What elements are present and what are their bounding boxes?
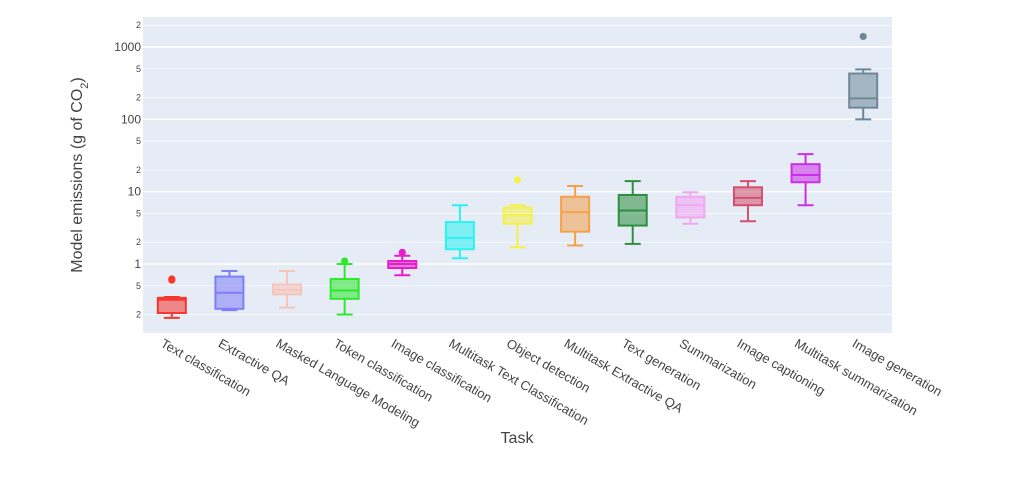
box-summarization <box>675 191 706 225</box>
y-minor-tick-label: 5 <box>136 136 141 146</box>
y-tick-label: 1000 <box>114 40 141 54</box>
y-axis-ticks: 1000 100 10 1 2 5 2 5 2 5 2 5 2 <box>114 20 141 319</box>
box-text-generation <box>617 180 648 245</box>
y-minor-tick-label: 5 <box>136 281 141 291</box>
y-axis-title-subscript: 2 <box>79 83 91 89</box>
y-tick-label: 1 <box>134 257 141 271</box>
y-minor-tick-label: 2 <box>136 237 141 247</box>
outlier-point <box>168 275 176 283</box>
y-minor-tick-label: 5 <box>136 64 141 74</box>
box-masked-language-modeling <box>272 270 303 309</box>
box-image-captioning <box>732 180 763 223</box>
iqr-box <box>156 296 187 315</box>
y-axis-title-main: Model emissions (g of CO <box>69 89 86 273</box>
box-token-classification <box>329 257 360 316</box>
box-multitask-text-classification <box>444 204 475 260</box>
outlier-point <box>341 257 349 265</box>
plot-background <box>143 17 892 333</box>
x-tick-label: Image classification <box>389 336 495 406</box>
box-image-classification <box>387 248 418 277</box>
y-minor-tick-label: 5 <box>136 208 141 218</box>
iqr-box <box>329 278 360 300</box>
y-tick-label: 10 <box>128 185 142 199</box>
outlier-point <box>859 32 867 41</box>
box-object-detection <box>502 176 533 249</box>
outlier-point <box>398 248 406 256</box>
y-minor-tick-label: 2 <box>136 165 141 175</box>
y-axis-title-close: ) <box>69 77 86 82</box>
box-text-classification <box>156 275 187 319</box>
iqr-box <box>675 195 706 219</box>
box-series <box>156 32 879 319</box>
box-multitask-extractive-qa <box>560 184 591 247</box>
outlier-point <box>513 176 522 184</box>
box-image-generation <box>848 32 879 121</box>
iqr-box <box>848 72 879 109</box>
box-multitask-summarization <box>790 153 821 207</box>
y-minor-tick-label: 2 <box>136 20 141 30</box>
y-minor-tick-label: 2 <box>136 310 141 320</box>
iqr-box <box>790 163 821 184</box>
iqr-box <box>444 221 475 251</box>
y-axis-title: Model emissions (g of CO2) <box>69 77 91 273</box>
box-extractive-qa <box>214 270 245 312</box>
y-tick-label: 100 <box>121 112 141 126</box>
iqr-box <box>560 195 591 233</box>
y-minor-tick-label: 2 <box>136 93 141 103</box>
x-axis-title: Task <box>501 430 535 447</box>
iqr-box <box>732 186 763 207</box>
